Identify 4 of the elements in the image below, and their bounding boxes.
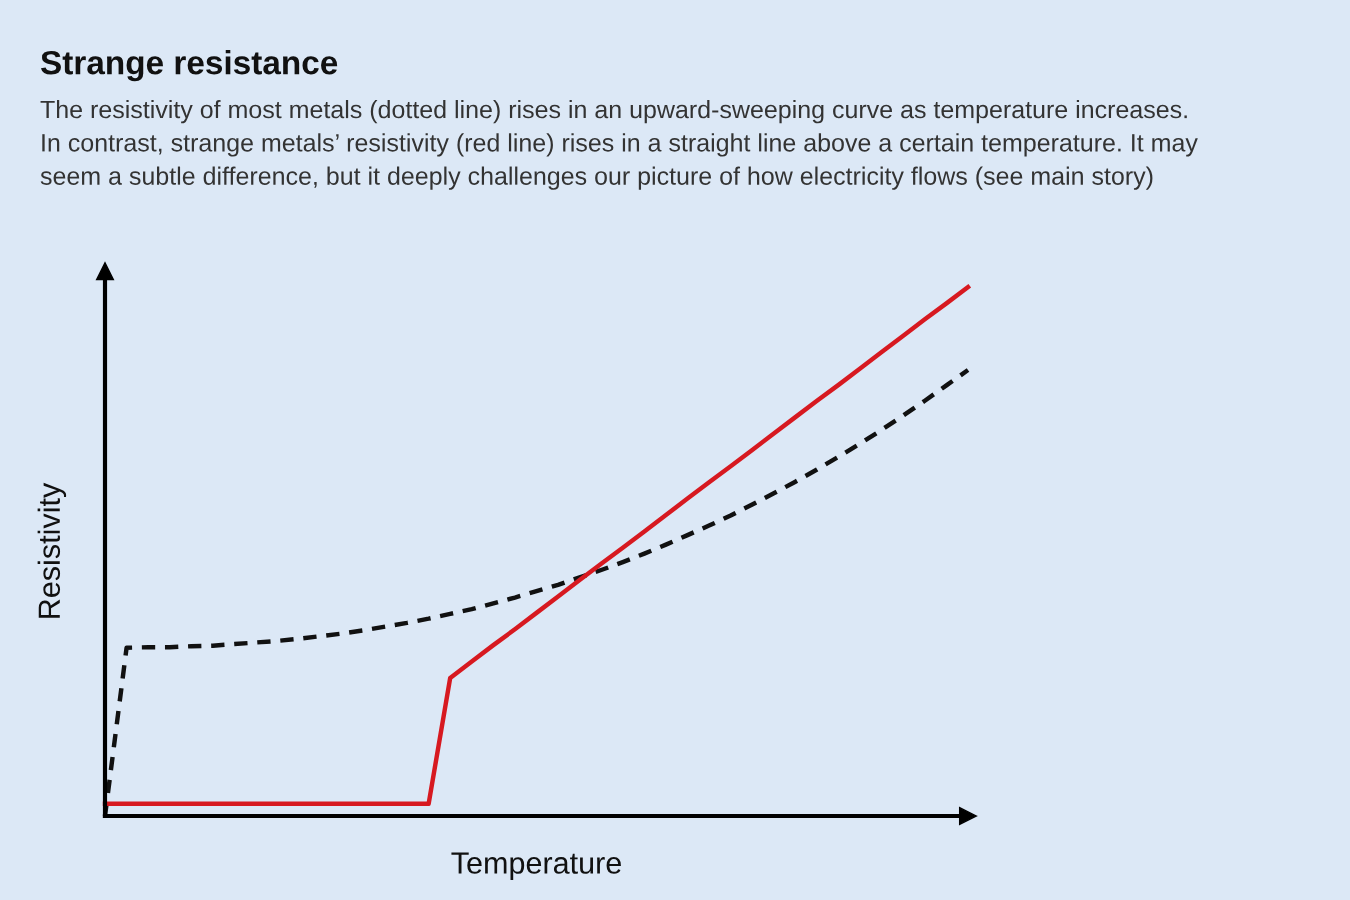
- chart-title: Strange resistance: [40, 50, 338, 82]
- x-axis-title: Temperature: [451, 852, 621, 880]
- chart-subtitle: The resistivity of most metals (dotted line) rises in an upward-sweeping curve as temperature increases. In contrast, strange metals’ resistivity (red line) rises in a straight line above a certain temperature. It may seem a subtle difference, but it deeply challenges our picture of how electricity flows (see main story): [40, 100, 1198, 190]
- y-axis-title: Resistivity: [37, 482, 67, 618]
